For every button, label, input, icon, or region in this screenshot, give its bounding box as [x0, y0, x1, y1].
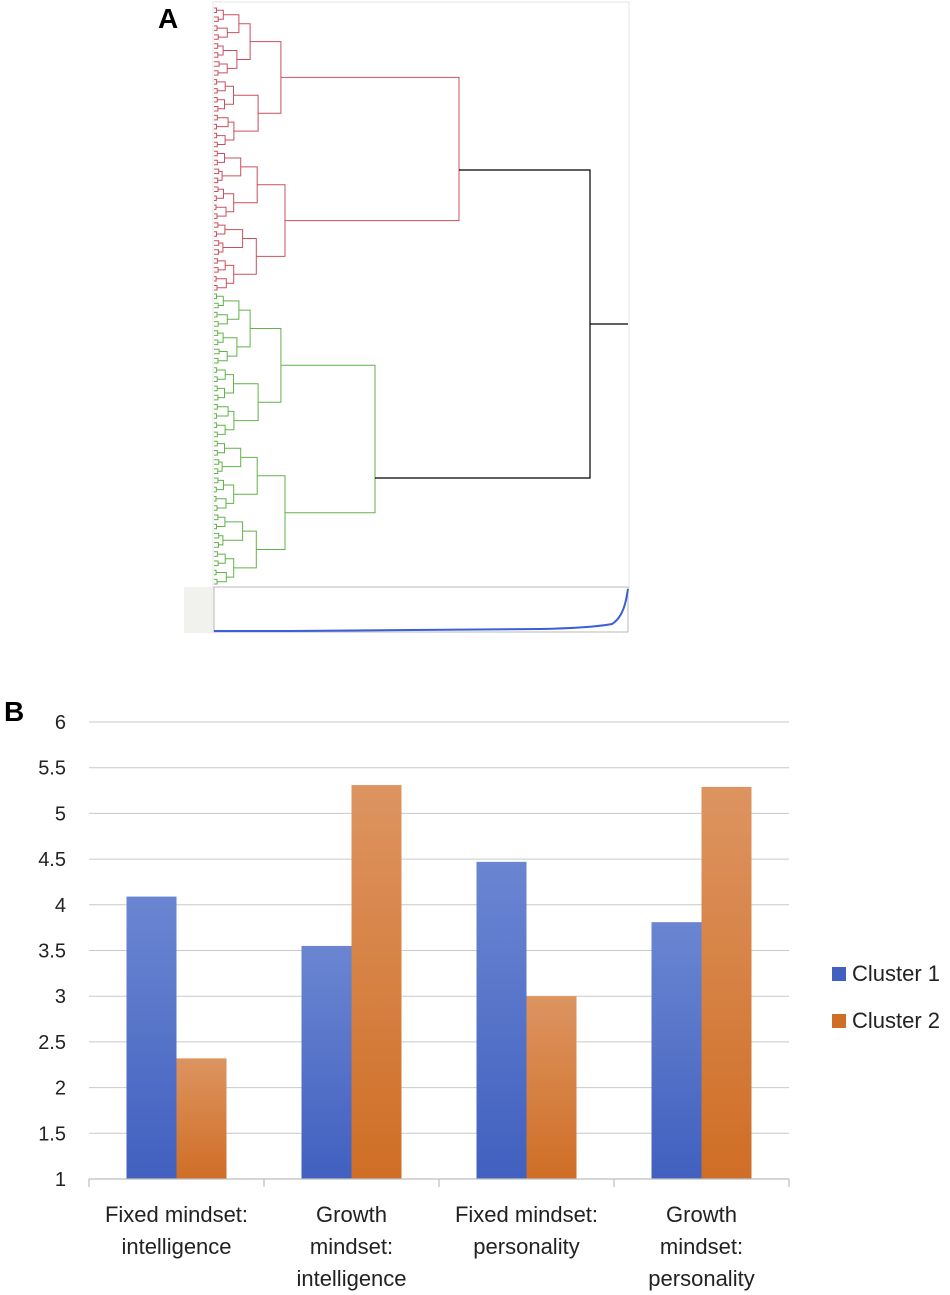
legend: Cluster 1 Cluster 2	[832, 961, 940, 1033]
bar-cluster-2	[351, 785, 402, 1179]
bar-cluster-2	[526, 996, 577, 1179]
y-tick-label: 5	[55, 803, 66, 825]
y-tick-label: 5.5	[38, 758, 66, 780]
bar-cluster-1	[301, 945, 352, 1179]
y-tick-label: 1.5	[38, 1123, 66, 1145]
bar-cluster-1	[476, 861, 527, 1179]
panel-b-label: B	[4, 696, 24, 727]
y-tick-label: 4.5	[38, 849, 66, 871]
y-tick-label: 2	[55, 1078, 66, 1100]
x-axis-labels: Fixed mindset: intelligence Growth mindset:…	[105, 1202, 755, 1291]
dendrogram-frame	[212, 1, 630, 588]
distance-curve	[214, 588, 629, 632]
x-category-label: Fixed mindset: personality	[455, 1202, 598, 1259]
y-tick-label: 1	[55, 1169, 66, 1191]
legend-label: Cluster 2	[852, 1008, 940, 1033]
y-tick-label: 6	[55, 712, 66, 734]
y-tick-label: 3.5	[38, 941, 66, 963]
root-branch	[375, 169, 628, 479]
x-category-label: Growth mindset: personality	[648, 1202, 754, 1291]
y-tick-label: 2.5	[38, 1032, 66, 1054]
dendrogram-panel	[184, 1, 630, 633]
bar-chart: 1 1.5 2 2.5 3 3.5 4 4.5 5 5.5 6 Fixed mindset: inte…	[38, 712, 940, 1291]
bar-cluster-1	[651, 922, 702, 1179]
overview-strip	[213, 586, 629, 633]
y-tick-label: 3	[55, 986, 66, 1008]
root-branch-line	[375, 169, 628, 479]
bars	[126, 785, 752, 1179]
bar-cluster-2	[701, 786, 752, 1179]
y-axis: 1 1.5 2 2.5 3 3.5 4 4.5 5 5.5 6	[38, 712, 66, 1191]
bar-cluster-1	[126, 896, 177, 1179]
bar-cluster-2	[176, 1058, 227, 1179]
cluster-1-branches	[214, 7, 460, 291]
panel-a-label: A	[158, 3, 178, 34]
legend-swatch	[832, 1014, 846, 1028]
y-tick-label: 4	[55, 895, 66, 917]
x-category-label: Fixed mindset: intelligence	[105, 1202, 248, 1259]
legend-swatch	[832, 967, 846, 981]
legend-label: Cluster 1	[852, 961, 940, 986]
cluster-2-branches	[214, 293, 376, 585]
x-category-label: Growth mindset: intelligence	[296, 1202, 406, 1291]
overview-handle[interactable]	[184, 587, 214, 633]
x-axis-ticks	[88, 1179, 790, 1187]
